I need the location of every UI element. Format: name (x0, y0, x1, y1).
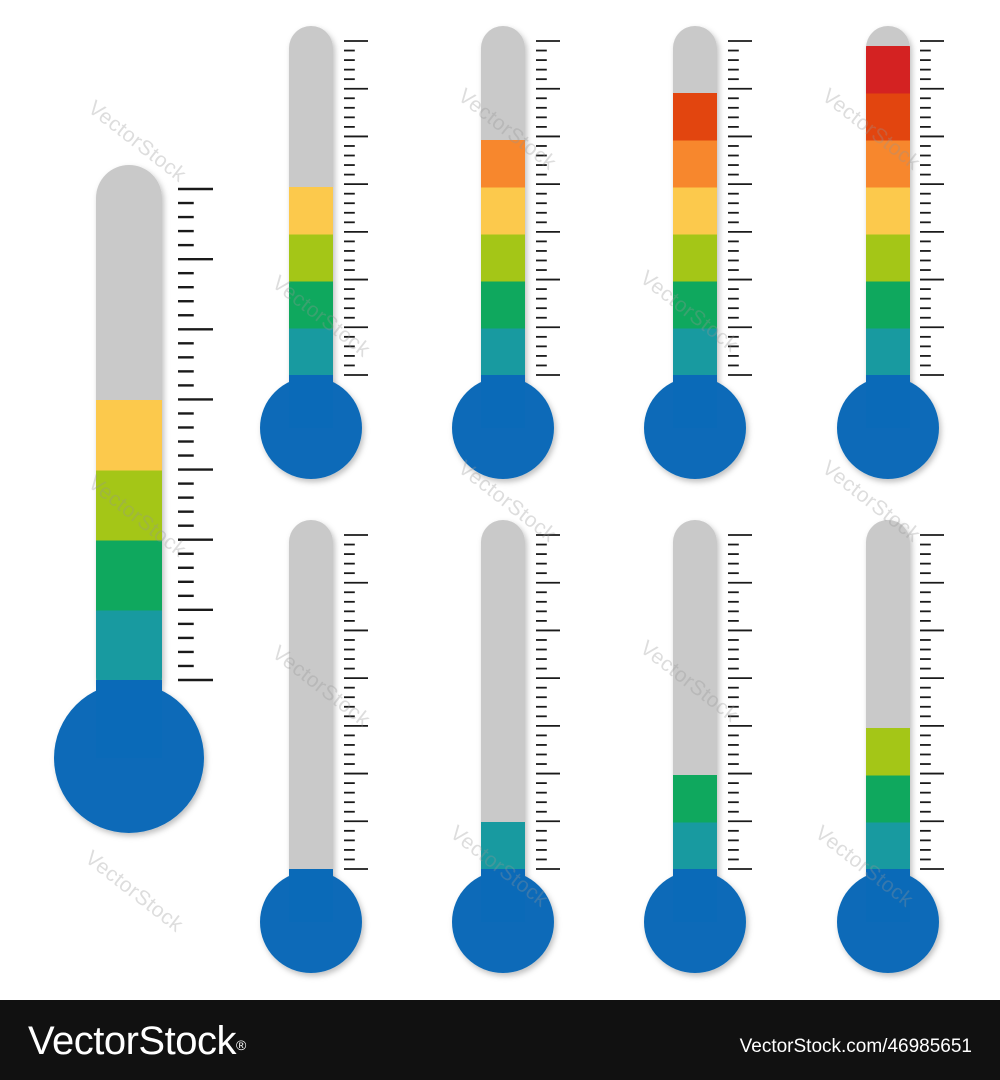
thermometer-top-4 (837, 26, 944, 479)
thermometer-body (481, 520, 525, 899)
fill-band-3 (96, 470, 162, 541)
fill-band-4 (289, 187, 333, 235)
fill-band-4 (481, 187, 525, 235)
fill-band-1 (481, 822, 525, 870)
fill-band-2 (289, 281, 333, 329)
footer-bar: VectorStock® VectorStock.com/46985651 (0, 1000, 1000, 1080)
footer-logo-text: VectorStock (28, 1019, 236, 1063)
fill-band-6 (866, 93, 910, 141)
thermometer-bottom-2 (452, 520, 560, 973)
tube-fill (481, 140, 525, 405)
fill-band-4 (866, 187, 910, 235)
fill-band-6 (673, 93, 717, 141)
scale-ticks (728, 40, 752, 376)
fill-band-7 (866, 46, 910, 94)
bulb-neck (481, 869, 525, 922)
bulb-neck (481, 375, 525, 428)
bulb-neck (289, 869, 333, 922)
tube-fill (96, 400, 162, 710)
fill-band-5 (866, 140, 910, 188)
fill-band-3 (866, 234, 910, 282)
fill-band-5 (673, 140, 717, 188)
scale-ticks (920, 534, 944, 870)
fill-band-1 (673, 328, 717, 376)
bulb-neck (96, 680, 162, 758)
thermometer-top-2 (452, 26, 560, 479)
footer-credit: VectorStock.com/46985651 (739, 1036, 972, 1057)
tube-empty (481, 520, 525, 899)
fill-band-4 (673, 187, 717, 235)
fill-band-4 (96, 400, 162, 471)
scale-ticks (920, 40, 944, 376)
bulb-neck (673, 375, 717, 428)
scale-ticks (728, 534, 752, 870)
fill-band-1 (481, 328, 525, 376)
thermometer-body (289, 520, 333, 899)
tube-fill (866, 46, 910, 405)
bulb-neck (866, 869, 910, 922)
fill-band-1 (673, 822, 717, 870)
thermometer-top-1 (260, 26, 368, 479)
fill-band-3 (673, 234, 717, 282)
scale-ticks (536, 534, 560, 870)
fill-band-5 (481, 140, 525, 188)
thermometer-bottom-1 (260, 520, 368, 973)
fill-band-2 (96, 540, 162, 611)
fill-band-3 (289, 234, 333, 282)
thermometers-canvas (54, 26, 944, 973)
thermometer-bottom-4 (837, 520, 944, 973)
bulb-neck (673, 869, 717, 922)
thermometer-top-3 (644, 26, 752, 479)
fill-band-2 (481, 281, 525, 329)
fill-band-3 (866, 728, 910, 776)
fill-band-1 (866, 822, 910, 870)
thermometer-large (54, 165, 213, 833)
tube-fill (289, 187, 333, 405)
bulb-neck (289, 375, 333, 428)
bulb-neck (866, 375, 910, 428)
fill-band-2 (866, 775, 910, 823)
fill-band-3 (481, 234, 525, 282)
scale-ticks (536, 40, 560, 376)
scale-ticks (344, 534, 368, 870)
fill-band-1 (866, 328, 910, 376)
fill-band-2 (673, 775, 717, 823)
scale-ticks (344, 40, 368, 376)
tube-empty (289, 520, 333, 899)
registered-mark: ® (235, 1037, 246, 1053)
tube-fill (673, 93, 717, 405)
thermometer-illustration: VectorStock VectorStock VectorStock VectorS… (54, 26, 944, 973)
footer-logo: VectorStock® (28, 1018, 246, 1064)
thermometer-bottom-3 (644, 520, 752, 973)
fill-band-1 (96, 610, 162, 681)
scale-ticks (178, 187, 213, 682)
fill-band-2 (673, 281, 717, 329)
fill-band-2 (866, 281, 910, 329)
fill-band-1 (289, 328, 333, 376)
